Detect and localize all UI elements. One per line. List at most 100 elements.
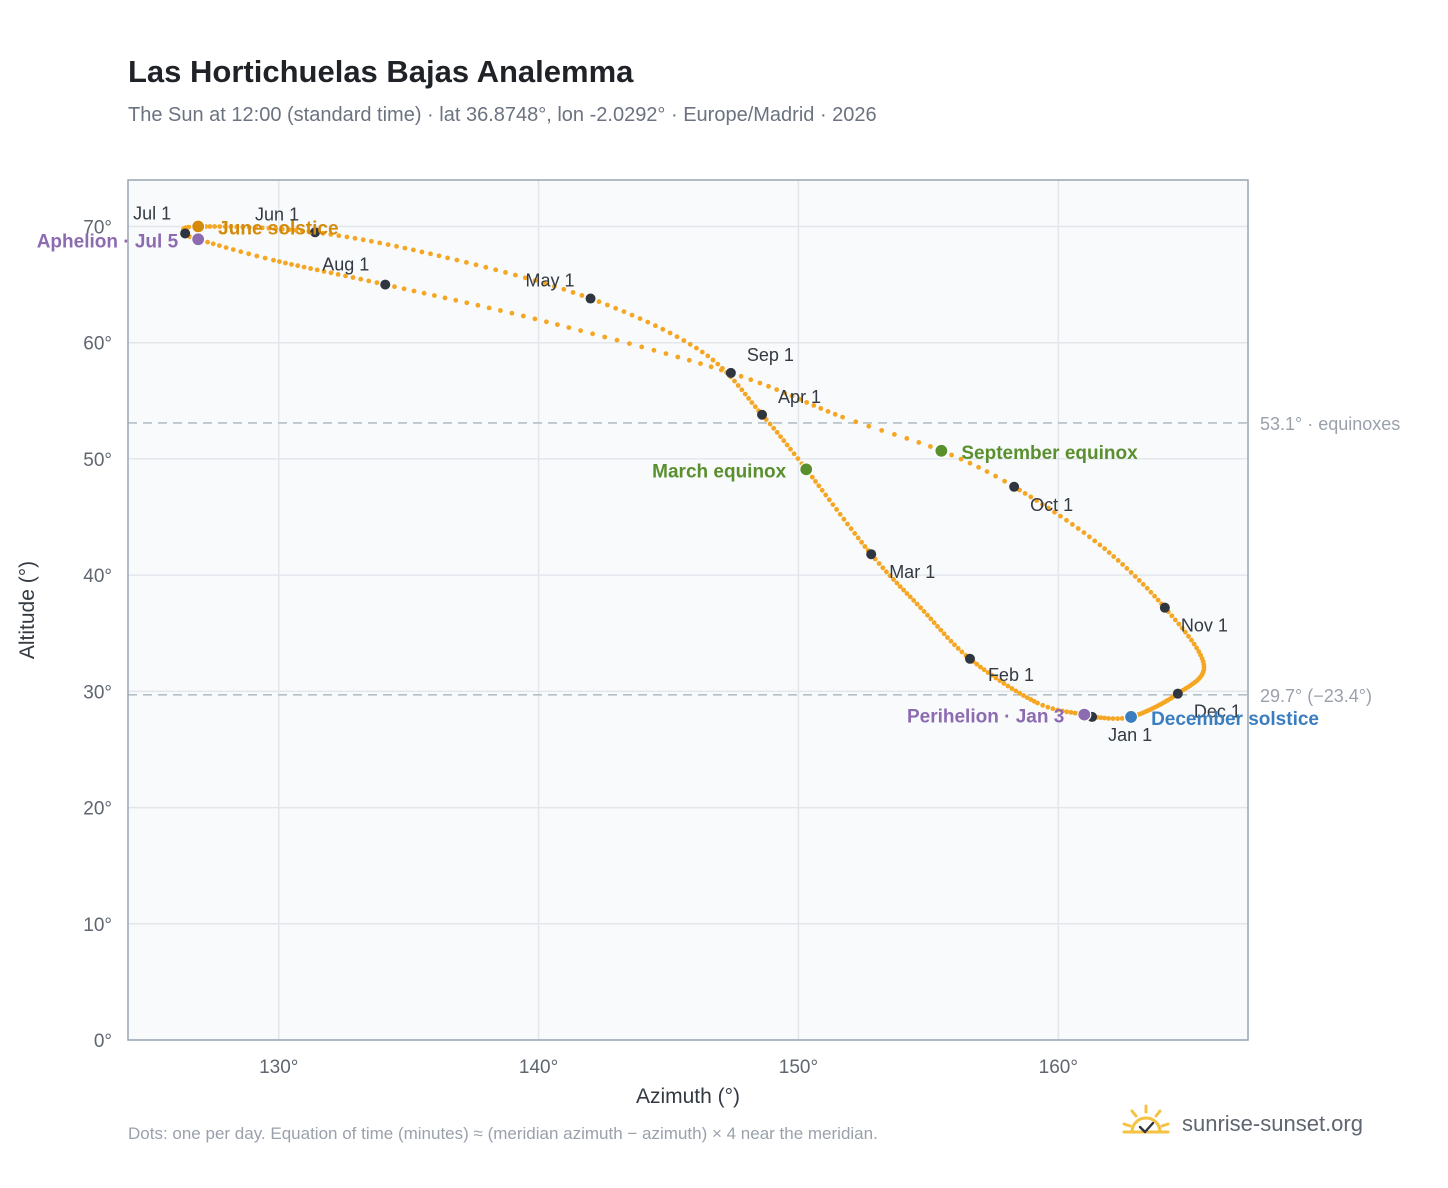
daily-dot [687, 341, 693, 347]
daily-dot [453, 297, 459, 303]
month-marker [725, 367, 736, 378]
daily-dot [928, 444, 933, 449]
daily-dot [784, 442, 790, 448]
daily-dot [1124, 566, 1130, 571]
daily-dot [735, 383, 741, 388]
daily-dot [1024, 695, 1030, 700]
daily-dot [358, 276, 364, 282]
month-marker [866, 549, 877, 560]
daily-dot [360, 237, 366, 243]
plot-background [128, 180, 1248, 1040]
daily-dot [308, 266, 313, 271]
daily-dot [228, 224, 234, 230]
daily-dot [834, 507, 839, 512]
daily-dot [935, 624, 940, 629]
daily-dot [852, 531, 858, 536]
daily-dot [1046, 505, 1051, 511]
daily-dot [876, 561, 882, 566]
month-label: Dec 1 [1194, 702, 1241, 722]
y-tick-label: 50° [83, 450, 112, 471]
daily-dot [1128, 570, 1134, 575]
daily-dot [532, 316, 538, 322]
daily-dot [1191, 641, 1197, 647]
daily-dot [907, 594, 913, 600]
daily-dot [718, 367, 724, 373]
brand-logo[interactable]: sunrise-sunset.org [1120, 1102, 1363, 1146]
daily-dot [958, 456, 964, 462]
daily-dot [320, 230, 326, 236]
month-marker [310, 227, 321, 238]
daily-dot [1064, 709, 1070, 715]
daily-dot [845, 521, 850, 527]
daily-dot [884, 569, 889, 575]
daily-dot [369, 238, 374, 244]
daily-dot [1070, 522, 1075, 527]
daily-dot [911, 598, 917, 603]
daily-dot [1148, 589, 1154, 595]
daily-dot [639, 344, 645, 350]
daily-dot [1194, 645, 1199, 651]
daily-dot [993, 675, 999, 681]
daily-dot [262, 255, 268, 261]
daily-dot [271, 257, 276, 263]
event-label: Perihelion · Jan 3 [907, 707, 1064, 728]
month-marker [585, 293, 596, 304]
daily-dot [732, 378, 737, 384]
daily-dot [837, 511, 843, 517]
daily-dot [234, 224, 240, 230]
daily-dot [862, 544, 868, 549]
daily-dot [230, 247, 236, 253]
daily-dot [266, 225, 272, 231]
daily-dot [1001, 681, 1007, 686]
daily-dot [402, 245, 408, 251]
daily-dot [993, 473, 998, 479]
daily-dot [891, 577, 896, 582]
daily-dot [1115, 558, 1121, 563]
daily-dot [955, 646, 961, 651]
daily-dot [1021, 693, 1026, 698]
month-label: May 1 [526, 271, 575, 291]
reference-line-label: 53.1° · equinoxes [1260, 414, 1400, 434]
daily-dot [277, 259, 282, 264]
month-label: Jul 1 [133, 203, 171, 223]
daily-dot [217, 243, 222, 249]
event-marker [934, 443, 949, 458]
daily-dot [442, 295, 448, 301]
month-label: Jun 1 [255, 204, 299, 224]
daily-dot [627, 341, 632, 346]
daily-dot [321, 269, 327, 274]
daily-dot [1068, 710, 1074, 715]
x-tick-label: 140° [519, 1057, 558, 1078]
month-label: Mar 1 [889, 562, 935, 582]
daily-dot [981, 667, 987, 673]
daily-dot [1072, 710, 1078, 716]
daily-dot [1034, 498, 1039, 503]
x-tick-label: 160° [1039, 1057, 1078, 1078]
month-marker [1009, 481, 1020, 492]
daily-dot [542, 281, 548, 286]
daily-dot [1040, 502, 1045, 507]
daily-dot [1144, 585, 1150, 591]
daily-dot [570, 290, 576, 295]
daily-dot [350, 275, 356, 280]
daily-dot [928, 616, 934, 622]
daily-dot [629, 312, 635, 318]
daily-dot [925, 612, 930, 618]
daily-dot [613, 305, 619, 311]
daily-dot [667, 330, 673, 336]
daily-dot [894, 580, 900, 586]
daily-dot [1169, 613, 1175, 619]
x-tick-label: 150° [779, 1057, 818, 1078]
daily-dot [411, 288, 417, 294]
daily-dot [238, 249, 244, 255]
daily-dot [1055, 707, 1061, 713]
brand-name: sunrise-sunset.org [1182, 1111, 1363, 1136]
daily-dot [621, 309, 627, 314]
daily-dot [797, 396, 802, 402]
daily-dot [246, 251, 252, 257]
daily-dot [749, 400, 755, 405]
daily-dot [997, 678, 1003, 684]
daily-dot [205, 239, 211, 245]
daily-dot [948, 638, 954, 644]
daily-dot [715, 361, 721, 367]
